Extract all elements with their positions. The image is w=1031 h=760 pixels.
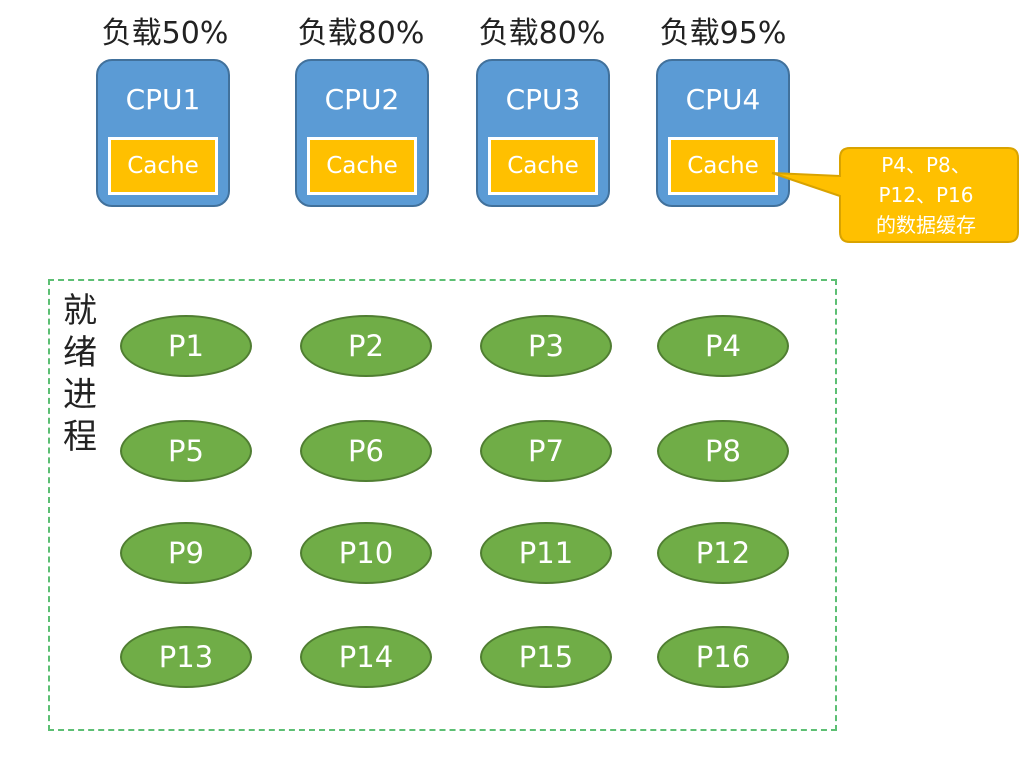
cpu4-box: CPU4 Cache [656,59,790,207]
cpu2-load-label: 负载80% [297,16,425,51]
process-p12: P12 [657,522,789,584]
process-p1: P1 [120,315,252,377]
cpu3-box: CPU3 Cache [476,59,610,207]
ready-queue-box [48,279,837,731]
process-p13: P13 [120,626,252,688]
cpu1-load-label: 负载50% [101,16,229,51]
ready-label-char: 就 [63,291,97,331]
cpu4-label: CPU4 [685,83,761,116]
ready-queue-label: 就 绪 进 程 [60,290,100,458]
cpu3-label: CPU3 [505,83,581,116]
cpu4-load-label: 负载95% [659,16,787,51]
process-p9: P9 [120,522,252,584]
process-p8: P8 [657,420,789,482]
ready-label-char: 程 [63,417,97,457]
cpu3-load-label: 负载80% [478,16,606,51]
process-p14: P14 [300,626,432,688]
callout-line-2: P12、P16 [878,183,974,207]
cache-callout-text: P4、P8、 P12、P16 的数据缓存 [838,150,1014,240]
process-p6: P6 [300,420,432,482]
cpu1-box: CPU1 Cache [96,59,230,207]
process-p3: P3 [480,315,612,377]
process-p16: P16 [657,626,789,688]
cpu2-box: CPU2 Cache [295,59,429,207]
process-p15: P15 [480,626,612,688]
process-p5: P5 [120,420,252,482]
process-p7: P7 [480,420,612,482]
cpu4-cache: Cache [668,137,778,195]
cpu1-label: CPU1 [125,83,201,116]
cpu3-cache: Cache [488,137,598,195]
ready-label-char: 绪 [63,333,97,373]
cpu2-cache: Cache [307,137,417,195]
cpu2-label: CPU2 [324,83,400,116]
process-p11: P11 [480,522,612,584]
ready-label-char: 进 [63,375,97,415]
process-p10: P10 [300,522,432,584]
process-p2: P2 [300,315,432,377]
cache-callout-bubble [771,147,1019,243]
callout-line-1: P4、P8、 [881,153,971,177]
callout-line-3: 的数据缓存 [876,213,976,237]
cpu1-cache: Cache [108,137,218,195]
process-p4: P4 [657,315,789,377]
